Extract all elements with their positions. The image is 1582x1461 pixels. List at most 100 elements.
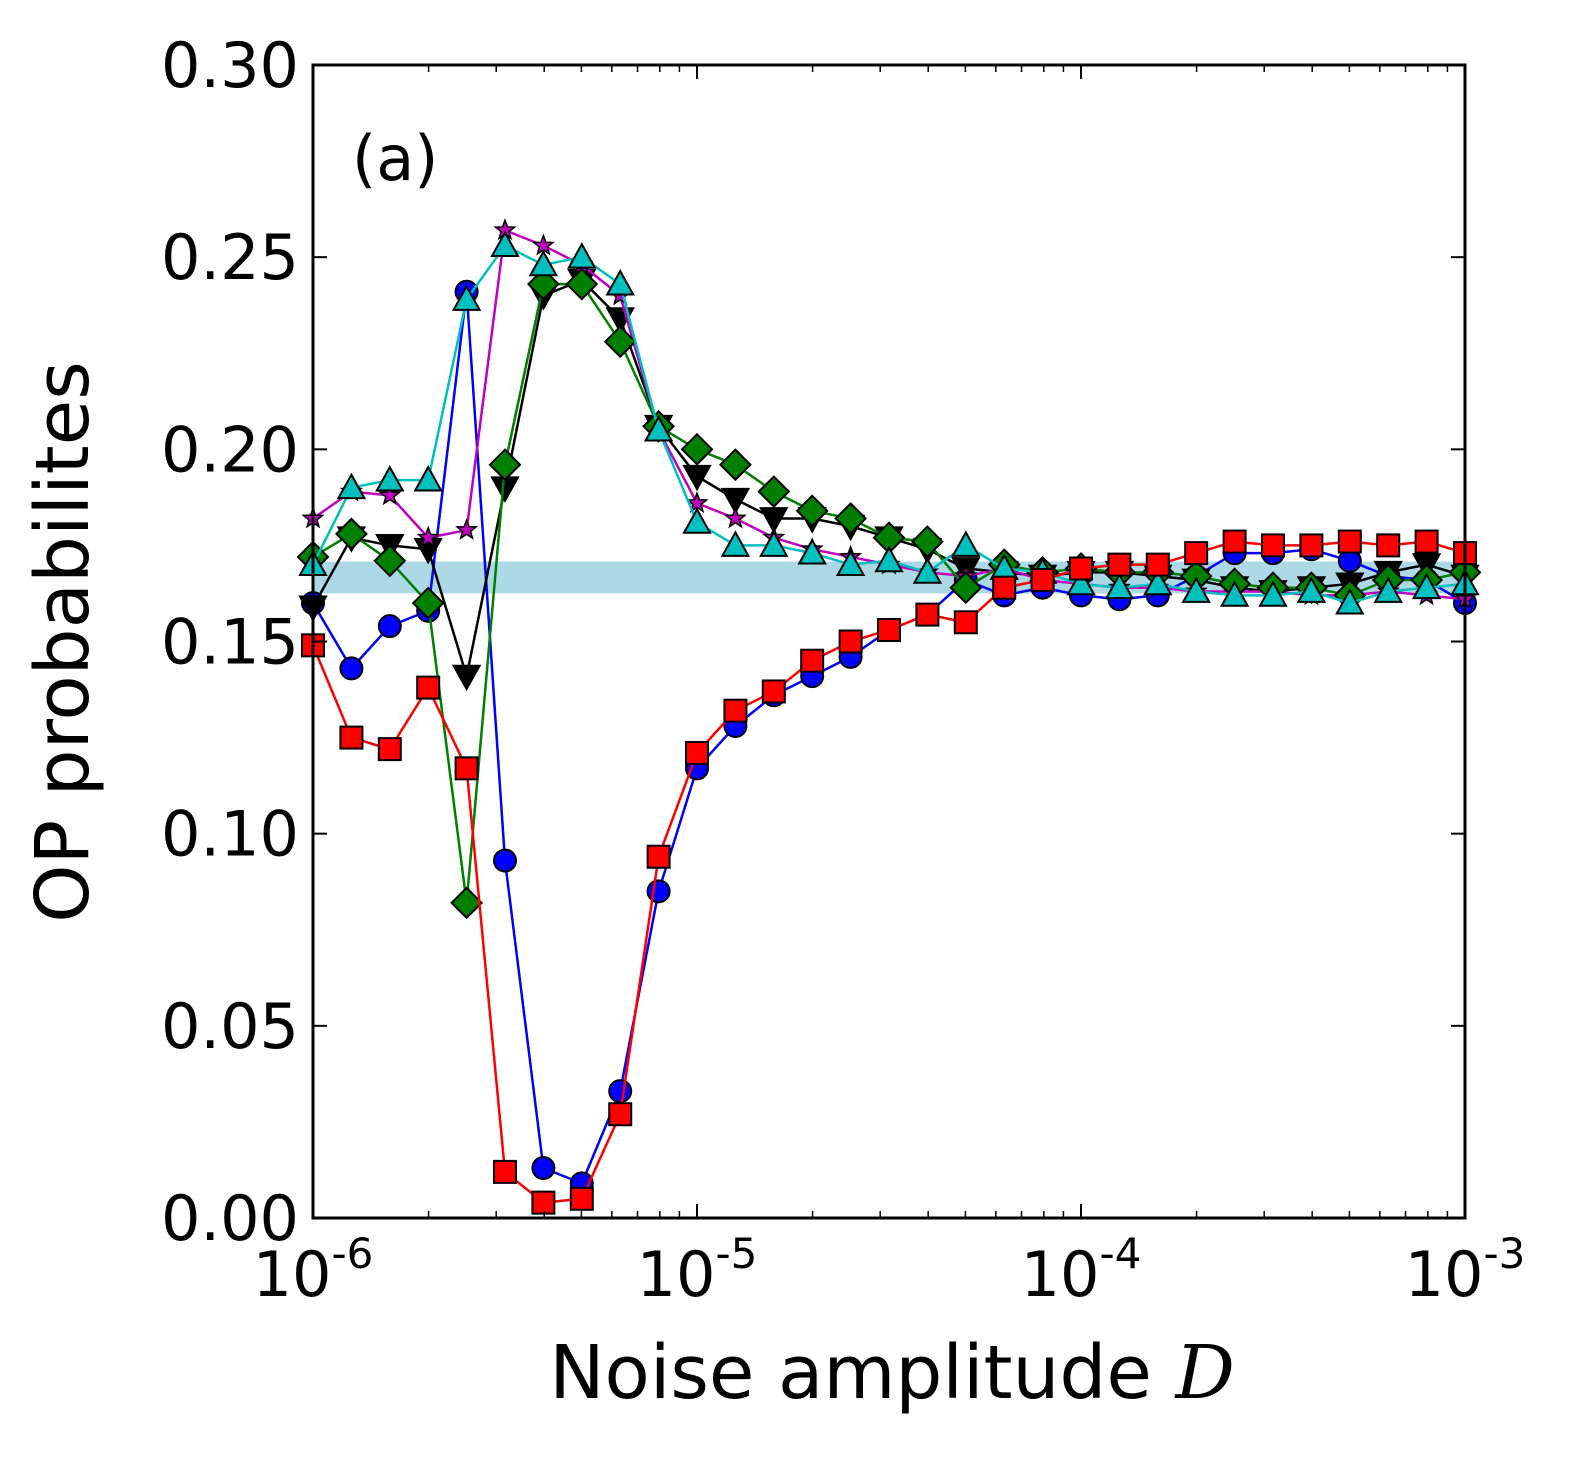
data-point-triangle-up (835, 549, 866, 577)
data-point-circle (492, 848, 517, 873)
data-point-triangle-up (1143, 568, 1173, 596)
data-point-triangle-up (874, 545, 904, 573)
data-point-square (531, 1190, 556, 1215)
x-tick-label: 10-3 (1405, 1229, 1526, 1311)
y-tick-label: 0.10 (161, 798, 299, 871)
data-point-triangle-up (336, 472, 367, 500)
data-point-triangle-up (759, 530, 789, 557)
data-point-square (915, 602, 940, 627)
data-point-triangle-up (1296, 576, 1327, 603)
data-point-square (416, 675, 441, 700)
tick-layer (312, 64, 1466, 1219)
y-tick-label: 0.00 (161, 1182, 299, 1255)
data-point-triangle-up (912, 557, 943, 584)
data-point-star (416, 525, 440, 548)
data-point-triangle-up (1335, 588, 1365, 615)
y-tick-label: 0.20 (161, 413, 299, 486)
data-point-triangle-up (797, 538, 827, 565)
data-point-triangle-up (413, 465, 443, 492)
data-point-square (838, 629, 863, 654)
data-point-circle (531, 1156, 556, 1181)
data-point-triangle-up (490, 230, 520, 258)
data-point-square (992, 575, 1017, 600)
data-point-triangle-up (1066, 568, 1096, 596)
data-point-triangle-up (643, 415, 674, 442)
data-point-diamond (488, 448, 522, 482)
data-point-triangle-up (682, 507, 712, 534)
data-point-square (1030, 568, 1055, 593)
data-point-square (454, 756, 479, 781)
data-point-square (1184, 541, 1209, 566)
x-axis-label-text: Noise amplitude (549, 1330, 1175, 1416)
series-triangle-up (298, 230, 1480, 615)
panel-label: (a) (352, 122, 438, 195)
data-point-square (723, 698, 748, 723)
data-point-square (1260, 533, 1285, 558)
data-point-diamond (411, 586, 445, 620)
series-line-triangle-down (311, 278, 1466, 677)
data-point-square (377, 737, 402, 762)
x-axis-label: Noise amplitude D (549, 1330, 1235, 1416)
data-point-diamond (949, 571, 983, 605)
data-point-triangle-up (567, 242, 597, 269)
data-point-triangle-up (720, 530, 751, 557)
y-tick-label: 0.15 (161, 606, 299, 679)
y-tick-label: 0.25 (161, 221, 299, 294)
series-layer (296, 218, 1482, 1215)
x-axis-label-symbol: D (1173, 1330, 1234, 1416)
data-point-square (1376, 533, 1401, 558)
data-point-triangle-up (605, 269, 635, 296)
data-point-diamond (834, 502, 868, 535)
data-point-circle (377, 614, 402, 639)
data-point-triangle-down (720, 487, 751, 515)
data-point-square (1069, 556, 1093, 581)
data-point-square (1337, 529, 1362, 554)
data-point-triangle-down (451, 664, 482, 692)
x-tick-labels: 10-6 10-5 10-4 10-3 (253, 1229, 1526, 1311)
data-point-square (339, 725, 364, 750)
data-point-diamond (757, 475, 791, 509)
data-point-diamond (603, 325, 637, 359)
data-point-square (876, 617, 901, 642)
data-point-diamond (450, 886, 484, 920)
series-square (301, 529, 1477, 1215)
data-point-square (1299, 533, 1324, 558)
data-point-triangle-up (1181, 576, 1211, 603)
data-point-triangle-up (528, 249, 559, 277)
y-axis-label: OP probabilites (20, 361, 106, 923)
data-point-diamond (718, 448, 752, 482)
data-point-diamond (526, 267, 560, 301)
data-point-square (1222, 529, 1247, 554)
data-point-star (723, 506, 747, 529)
data-point-triangle-up (451, 284, 482, 311)
data-point-square (800, 648, 825, 673)
data-point-triangle-up (1258, 580, 1288, 607)
data-point-triangle-up (1219, 580, 1250, 607)
series-circle (301, 279, 1477, 1196)
data-point-diamond (795, 494, 829, 528)
data-point-circle (608, 1079, 633, 1104)
data-point-star (455, 517, 479, 540)
data-point-triangle-up (375, 465, 405, 492)
y-tick-label: 0.30 (161, 29, 299, 102)
data-point-triangle-up (1104, 572, 1135, 600)
data-point-square (569, 1186, 594, 1211)
data-point-star (378, 483, 402, 506)
series-line-circle (311, 291, 1466, 1186)
data-point-square (646, 844, 671, 869)
y-tick-label: 0.05 (161, 990, 299, 1063)
data-point-circle (339, 656, 364, 681)
data-point-circle (646, 879, 671, 904)
data-point-square (1414, 529, 1439, 554)
data-point-diamond (565, 267, 599, 301)
data-point-square (685, 740, 709, 765)
y-tick-labels: 0.00 0.05 0.10 0.15 0.20 0.25 0.30 (161, 29, 299, 1255)
data-point-diamond (680, 432, 714, 466)
data-point-diamond (334, 517, 368, 551)
data-point-diamond (373, 544, 407, 578)
x-tick-label: 10-4 (1021, 1229, 1142, 1311)
data-point-square (492, 1159, 517, 1184)
data-point-triangle-down (759, 507, 789, 534)
data-point-square (608, 1102, 633, 1127)
